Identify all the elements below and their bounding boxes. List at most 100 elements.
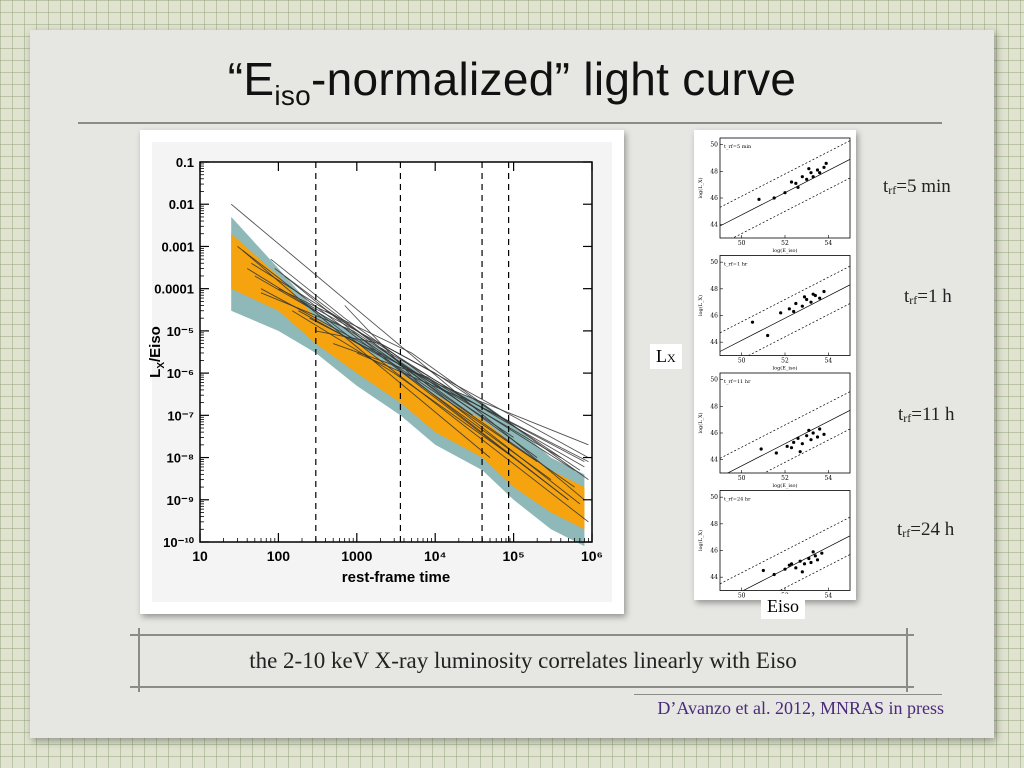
panel-x-tick-label: 54	[825, 240, 833, 247]
panel-label-24h: trf=24 h	[897, 519, 955, 540]
fit-dotted-line	[720, 265, 850, 334]
light-curve-1	[230, 203, 585, 501]
panel-y-tick-label: 44	[710, 457, 718, 464]
slide: “Eiso-normalized” light curve 10 100 1000 1…	[30, 30, 994, 738]
panel-x-tick-label: 50	[738, 475, 746, 482]
y-tick-label: 10⁻¹⁰	[163, 535, 195, 550]
caption-right-edge	[906, 628, 908, 692]
fit-lines	[720, 391, 850, 473]
data-point	[813, 554, 817, 558]
light-curve-6	[270, 258, 538, 458]
data-point	[761, 568, 765, 573]
data-point	[794, 181, 798, 185]
panel-frame	[719, 372, 851, 474]
data-point	[824, 161, 828, 165]
light-curve-18	[274, 268, 581, 505]
data-point	[785, 444, 789, 448]
panel-label-5min: trf=5 min	[883, 176, 951, 197]
panel-y-tick-label: 48	[710, 286, 718, 293]
data-point	[811, 550, 815, 554]
data-point	[783, 191, 787, 195]
light-curve-5	[260, 288, 562, 458]
panel-x-title: log(E_iso)	[772, 365, 797, 372]
data-point	[800, 442, 804, 446]
panel-label-1h: trf=1 h	[904, 286, 952, 307]
fit-dotted-line	[763, 428, 850, 473]
panel-x-tick-label: 50	[738, 593, 746, 600]
panel-y-title: log(L_X)	[697, 295, 704, 316]
data-point	[796, 436, 800, 440]
data-point	[787, 563, 791, 567]
fit-dotted-line	[720, 516, 850, 585]
x-tick-label: 10⁵	[503, 548, 525, 564]
x-tick-label: 10	[192, 548, 208, 564]
data-point	[789, 180, 794, 184]
panel-y-tick-label: 44	[710, 574, 718, 581]
fit-dotted-line	[732, 177, 850, 238]
data-point	[809, 560, 813, 565]
data-point	[809, 300, 813, 304]
data-point	[809, 171, 813, 175]
data-point	[818, 171, 822, 175]
data-point	[759, 447, 763, 451]
data-point	[818, 296, 822, 300]
panel-label-11h: trf=11 h	[898, 404, 955, 425]
plot-frame	[199, 161, 593, 543]
fit-dotted-line	[720, 391, 850, 459]
correlation-panels: t_rf=5 min 50 52 54 50 48 46 44 log(E_iso) log(L_…	[697, 137, 851, 607]
fit-solid-line	[727, 410, 850, 473]
data-point	[787, 307, 791, 311]
y-tick-label: 0.0001	[154, 282, 194, 297]
y-tick-label: 0.001	[161, 239, 194, 254]
eiso-axis-label: Eiso	[761, 594, 806, 619]
data-point	[807, 428, 811, 432]
light-curve-16	[344, 305, 569, 501]
data-point	[807, 556, 811, 561]
data-point	[789, 446, 794, 450]
data-point	[802, 295, 807, 299]
panel-y-title: log(L_X)	[697, 530, 704, 551]
data-point	[794, 566, 798, 570]
correlation-panel-1: t_rf=5 min 50 52 54 50 48 46 44 log(E_iso) log(L_…	[697, 137, 851, 254]
light-curve-8	[291, 310, 514, 458]
light-curve-figure: 10 100 1000 10⁴ 10⁵ 10⁶ 0.1 0.01 0.001 0.0001 10⁻⁵…	[140, 130, 624, 614]
light-curve-12	[325, 310, 585, 462]
light-curve-19	[309, 317, 589, 446]
data-point	[750, 320, 755, 324]
data-point	[800, 175, 804, 179]
data-point	[757, 197, 761, 201]
fit-lines	[720, 265, 850, 356]
correlation-figure: t_rf=5 min 50 52 54 50 48 46 44 log(E_iso) log(L_…	[694, 130, 856, 607]
data-point	[822, 165, 826, 169]
light-curve-20	[380, 347, 585, 468]
data-point	[774, 451, 778, 455]
light-curve-22	[298, 310, 538, 462]
caption-left-edge	[138, 628, 140, 692]
light-curve-chart: 10 100 1000 10⁴ 10⁵ 10⁶ 0.1 0.01 0.001 0.0001 10⁻⁵…	[147, 142, 612, 602]
panel-y-tick-label: 50	[710, 142, 718, 149]
x-tick-label: 10⁴	[424, 548, 447, 564]
y-tick-label: 10⁻⁹	[167, 493, 195, 508]
data-point	[822, 289, 826, 294]
x-tick-label: 10⁶	[581, 548, 603, 564]
panel-y-tick-label: 50	[710, 377, 718, 384]
light-curve-7	[278, 288, 589, 480]
data-point	[800, 570, 804, 574]
data-point	[807, 167, 811, 171]
panel-y-tick-label: 46	[710, 548, 718, 555]
panel-tag: t_rf=11 hr	[724, 379, 751, 385]
panel-x-tick-label: 50	[738, 358, 746, 365]
y-tick-label: 10⁻⁷	[167, 408, 194, 423]
fit-dotted-line	[747, 303, 850, 356]
data-point	[800, 304, 804, 308]
data-point	[792, 440, 796, 444]
data-point	[798, 559, 802, 563]
caption-rule-top	[130, 634, 914, 636]
title-rule	[78, 122, 942, 124]
data-point	[811, 175, 815, 179]
citation-rule	[634, 694, 942, 695]
data-point	[805, 297, 809, 302]
x-axis-title: rest-frame time	[342, 569, 450, 586]
correlation-panel-4: t_rf=24 hr50525450484644log(E_iso)log(L_…	[697, 490, 851, 607]
caption-rule-bottom	[130, 686, 914, 688]
